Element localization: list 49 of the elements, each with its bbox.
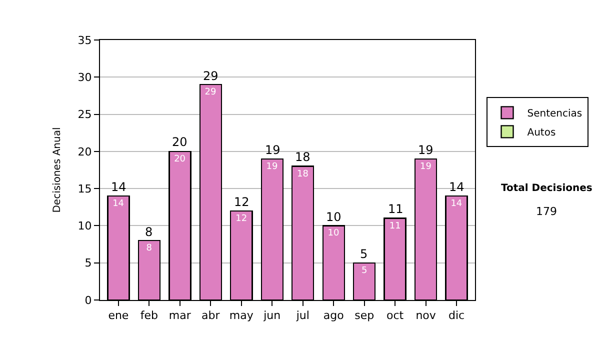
data-label: 14 <box>450 199 462 209</box>
x-tick-label: sep <box>354 309 374 322</box>
x-tick-label: may <box>229 309 254 322</box>
total-label: 29 <box>203 69 218 83</box>
text: 179 <box>536 205 557 218</box>
x-tick-label: jun <box>262 309 281 322</box>
y-tick-label: 5 <box>84 256 92 270</box>
x-tick-label: feb <box>140 309 158 322</box>
y-axis-title: Decisiones Anual <box>52 127 63 213</box>
x-tick-label: abr <box>202 309 220 322</box>
x-tick-label: jul <box>295 309 310 322</box>
data-label: 5 <box>361 266 368 276</box>
data-label: 18 <box>297 169 309 180</box>
data-label: 8 <box>146 244 152 254</box>
total-label: 8 <box>145 225 153 239</box>
total-label: 5 <box>360 247 368 261</box>
y-tick-label: 35 <box>78 34 92 47</box>
y-tick-label: 30 <box>78 70 92 84</box>
total-label: 14 <box>449 180 464 194</box>
data-label: 20 <box>174 154 186 164</box>
data-label: 19 <box>266 162 278 172</box>
x-tick-label: ene <box>108 309 129 322</box>
y-tick-label: 20 <box>78 145 92 158</box>
data-label: 10 <box>328 228 340 239</box>
data-label: 29 <box>204 88 217 98</box>
y-tick-label: 25 <box>78 108 92 122</box>
x-tick-label: ago <box>323 309 344 322</box>
legend-label: Autos <box>527 128 556 139</box>
x-tick-label: dic <box>448 309 465 322</box>
x-tick-label: mar <box>168 309 192 322</box>
total-label: 11 <box>388 202 404 216</box>
total-label: 19 <box>265 143 280 157</box>
data-label: 12 <box>236 214 248 224</box>
data-label: 19 <box>420 162 432 172</box>
y-tick-label: 10 <box>78 220 92 233</box>
total-label: 18 <box>295 150 310 164</box>
total-label: 20 <box>172 135 188 149</box>
total-label: 10 <box>326 210 342 224</box>
total-label: 19 <box>418 143 434 157</box>
x-tick-label: nov <box>416 309 436 322</box>
data-label: 14 <box>112 199 124 209</box>
x-tick-label: oct <box>386 309 404 322</box>
y-tick-label: 15 <box>78 182 92 196</box>
data-label: 11 <box>389 221 401 232</box>
legend-label: Sentencias <box>527 108 582 120</box>
text: Total Decisiones <box>501 183 592 194</box>
y-tick-label: 0 <box>84 294 92 307</box>
total-label: 14 <box>111 180 126 194</box>
total-label: 12 <box>234 195 250 209</box>
